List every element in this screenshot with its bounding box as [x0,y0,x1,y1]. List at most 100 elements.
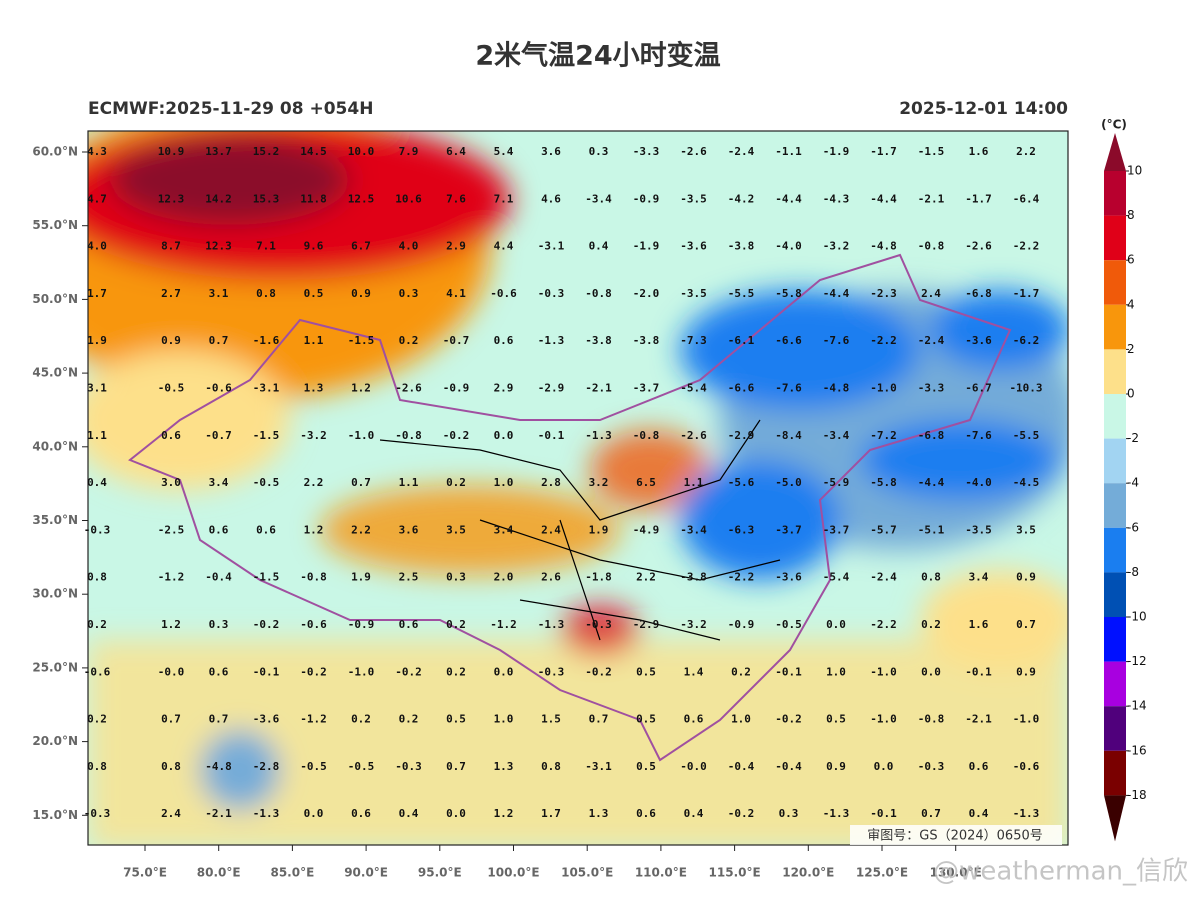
grid-value: -3.1 [538,240,565,253]
grid-value: 5.4 [494,145,514,158]
grid-value: 7.1 [494,192,514,205]
grid-value: 0.6 [209,523,229,536]
grid-value: -5.7 [870,523,897,536]
grid-value: -0.7 [443,334,470,347]
grid-value: 0.2 [87,713,107,726]
grid-value: 1.3 [304,382,324,395]
colorbar-label: -12 [1127,654,1147,668]
grid-value: -6.6 [728,382,755,395]
colorbar-label: 0 [1127,387,1135,401]
colorbar-label: -16 [1127,743,1147,757]
lon-label: 100.0°E [487,866,539,880]
grid-value: -2.2 [870,334,897,347]
grid-value: -1.5 [253,571,280,584]
grid-value: -5.6 [728,476,755,489]
grid-value: -7.3 [680,334,707,347]
grid-value: 2.4 [921,287,941,300]
grid-value: -2.6 [680,145,707,158]
lon-label: 105.0°E [561,866,613,880]
colorbar-band [1104,171,1126,216]
grid-value: 1.3 [494,760,514,773]
grid-value: 1.9 [589,523,609,536]
grid-value: -0.1 [538,429,565,442]
lat-label: 55.0°N [32,218,78,232]
grid-value: -3.8 [680,571,707,584]
grid-value: -2.4 [870,571,897,584]
grid-value: 0.3 [446,571,466,584]
grid-value: 0.7 [161,713,181,726]
grid-value: 0.2 [446,665,466,678]
grid-value: -0.3 [84,807,111,820]
lon-label: 90.0°E [344,866,388,880]
grid-value: -0.0 [158,665,185,678]
grid-value: -0.9 [633,192,660,205]
grid-value: 0.2 [399,334,419,347]
grid-value: -0.6 [300,618,327,631]
grid-value: 0.6 [494,334,514,347]
grid-value: 0.0 [304,807,324,820]
grid-value: 0.0 [921,665,941,678]
lat-label: 45.0°N [32,366,78,380]
grid-value: -5.5 [1013,429,1040,442]
grid-value: 0.8 [161,760,181,773]
grid-value: -2.2 [1013,240,1040,253]
grid-value: -0.5 [158,382,185,395]
grid-value: 0.5 [636,713,656,726]
grid-value: -3.1 [585,760,612,773]
grid-value: -4.8 [205,760,232,773]
grid-value: 0.6 [969,760,989,773]
grid-value: -0.0 [680,760,707,773]
grid-value: -4.2 [728,192,755,205]
grid-value: 3.1 [209,287,229,300]
grid-value: -0.6 [490,287,517,300]
grid-value: 4.3 [87,145,107,158]
grid-value: 3.0 [161,476,181,489]
grid-value: -1.8 [585,571,612,584]
grid-value: -0.8 [918,240,945,253]
grid-value: -1.5 [253,429,280,442]
grid-value: 1.7 [87,287,107,300]
colorbar-tip [1104,795,1126,842]
grid-value: -1.5 [348,334,375,347]
grid-value: -10.3 [1009,382,1042,395]
grid-value: 0.0 [494,665,514,678]
colorbar-tip [1104,133,1126,171]
grid-value: 0.9 [161,334,181,347]
grid-value: 10.9 [158,145,185,158]
title: 2米气温24小时变温 [475,40,720,72]
colorbar-label: 8 [1127,208,1135,222]
grid-value: -0.1 [965,665,992,678]
grid-value: -3.6 [775,571,802,584]
grid-value: -1.2 [300,713,327,726]
grid-value: 1.1 [87,429,107,442]
grid-value: -6.2 [1013,334,1040,347]
grid-value: -0.2 [395,665,422,678]
grid-value: 0.3 [399,287,419,300]
grid-value: 1.2 [304,523,324,536]
grid-value: -0.4 [728,760,755,773]
grid-value: -3.5 [680,287,707,300]
grid-value: -0.2 [585,665,612,678]
grid-value: -0.2 [253,618,280,631]
grid-value: 12.3 [158,192,185,205]
colorbar-label: 10 [1127,164,1142,178]
grid-value: -0.4 [205,571,232,584]
grid-value: -3.2 [823,240,850,253]
grid-value: 1.2 [351,382,371,395]
grid-value: -3.7 [633,382,660,395]
grid-value: 1.0 [494,713,514,726]
grid-value: 0.2 [731,665,751,678]
grid-value: 0.0 [826,618,846,631]
grid-value: 3.6 [541,145,561,158]
grid-value: 3.4 [969,571,989,584]
grid-value: -1.2 [490,618,517,631]
grid-value: -1.1 [775,145,802,158]
grid-value: 3.2 [589,476,609,489]
lon-label: 95.0°E [418,866,462,880]
lat-label: 30.0°N [32,587,78,601]
grid-value: 6.5 [636,476,656,489]
grid-value: -0.8 [633,429,660,442]
grid-value: -5.4 [823,571,850,584]
grid-value: 13.7 [205,145,232,158]
grid-value: -2.5 [158,523,185,536]
